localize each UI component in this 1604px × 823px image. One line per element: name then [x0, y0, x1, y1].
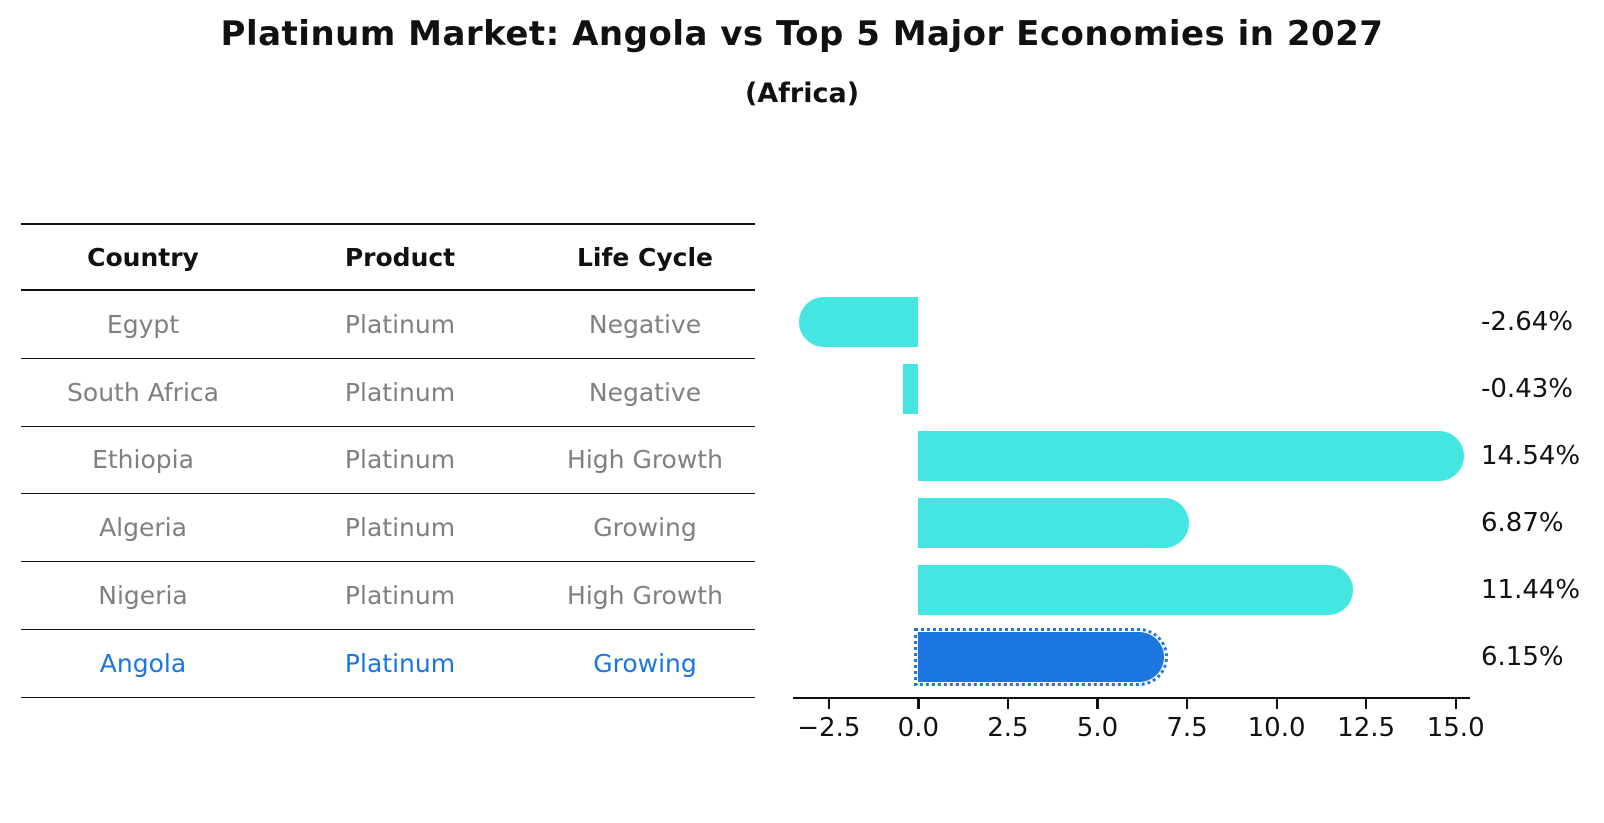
table-cell-product: Platinum [344, 513, 456, 543]
table-cell-country: Egypt [106, 309, 180, 339]
table-row: Egypt Platinum Negative [21, 291, 755, 359]
x-tick [1275, 699, 1278, 709]
table-row: South Africa Platinum Negative [21, 359, 755, 427]
x-tick [1454, 699, 1457, 709]
value-label: 6.15% [1481, 641, 1564, 672]
table-row: Algeria Platinum Growing [21, 494, 755, 563]
table-cell-country: Algeria [99, 513, 187, 543]
x-tick-label: 12.5 [1337, 713, 1396, 743]
x-tick-label: 2.5 [987, 713, 1029, 743]
table-cell-life-cycle: High Growth [567, 581, 723, 611]
x-tick [917, 699, 920, 709]
table-row: Nigeria Platinum High Growth [21, 562, 755, 630]
table-cell-life-cycle: Negative [588, 309, 702, 339]
x-tick [1186, 699, 1189, 709]
table-row: Angola Platinum Growing [21, 630, 755, 698]
table-cell-life-cycle: High Growth [567, 445, 723, 475]
table-cell-product: Platinum [344, 648, 456, 678]
bar-ethiopia [918, 431, 1465, 482]
x-tick [1006, 699, 1010, 709]
value-label: -0.43% [1481, 374, 1573, 405]
x-tick-label: 15.0 [1426, 713, 1485, 743]
table-cell-life-cycle: Negative [588, 377, 702, 407]
table-header-row: Country Product Life Cycle [21, 225, 755, 291]
bar-south-africa [902, 364, 919, 415]
table-cell-product: Platinum [344, 309, 456, 339]
x-tick-label: 0.0 [897, 713, 940, 743]
x-tick [827, 699, 830, 709]
value-label: -2.64% [1481, 307, 1573, 338]
table-cell-product: Platinum [344, 377, 456, 407]
x-tick [1096, 699, 1099, 709]
chart-subtitle: (Africa) [744, 78, 860, 109]
x-tick [1365, 699, 1368, 709]
x-tick-label: 10.0 [1247, 713, 1306, 743]
table-body: Egypt Platinum Negative South Africa Platinu… [21, 291, 755, 698]
table-cell-country: Angola [99, 648, 187, 678]
table-cell-country: South Africa [67, 377, 219, 407]
value-label: 6.87% [1481, 507, 1564, 538]
x-tick-label: 7.5 [1166, 713, 1208, 743]
x-tick-label: −2.5 [797, 713, 861, 743]
bar-nigeria [918, 564, 1354, 615]
chart-title: Platinum Market: Angola vs Top 5 Major E… [220, 14, 1384, 54]
table-header-lifecycle: Life Cycle [576, 242, 714, 272]
table-cell-product: Platinum [344, 445, 456, 475]
country-table: Country Product Life Cycle Egypt Platinum… [21, 223, 755, 698]
value-label: 11.44% [1481, 574, 1581, 605]
table-cell-country: Nigeria [98, 581, 188, 611]
table-header-country: Country [87, 242, 199, 272]
bar-egypt [798, 297, 919, 348]
x-tick-label: 5.0 [1076, 713, 1119, 743]
bar-chart-plot: -2.64% -0.43% 14.54% 6.87% 11.44% 6.15% −2.5 0.… [793, 270, 1580, 743]
table-cell-country: Ethiopia [92, 445, 194, 475]
bar-algeria [918, 497, 1190, 548]
table-cell-product: Platinum [344, 581, 456, 611]
value-label: 14.54% [1481, 441, 1581, 472]
bar-angola [914, 627, 1168, 686]
table-cell-life-cycle: Growing [593, 648, 697, 678]
table-header-product: Product [344, 242, 456, 272]
table-row: Ethiopia Platinum High Growth [21, 427, 755, 495]
table-cell-life-cycle: Growing [593, 513, 697, 543]
